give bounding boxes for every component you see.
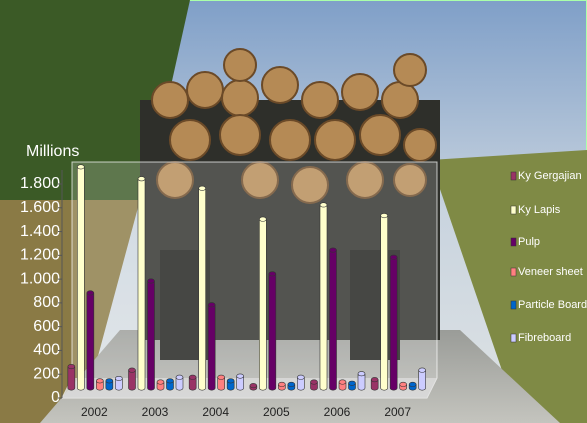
bar: [198, 185, 206, 391]
legend-label: Veneer sheet: [518, 266, 583, 278]
y-tick-label: 1.600: [20, 199, 60, 216]
y-tick-label: 1.200: [20, 247, 60, 264]
x-tick-label: 2003: [142, 405, 169, 419]
y-tick-label: 400: [33, 342, 60, 359]
bar: [268, 271, 277, 391]
bar: [357, 371, 366, 391]
legend-label: Pulp: [518, 236, 540, 248]
legend-swatch: [510, 205, 517, 215]
bar: [278, 381, 286, 391]
bar: [418, 367, 426, 391]
legend-swatch: [510, 333, 517, 343]
bar: [128, 367, 136, 391]
legend-swatch: [510, 237, 517, 247]
bar: [115, 375, 123, 391]
bar: [188, 374, 197, 391]
bar: [86, 290, 95, 391]
bar: [370, 377, 379, 391]
x-tick-label: 2005: [263, 405, 290, 419]
x-tick-label: 2002: [81, 405, 108, 419]
bar: [297, 374, 305, 391]
bar: [310, 379, 318, 391]
bar: [348, 380, 356, 391]
y-tick-label: 800: [33, 294, 60, 311]
legend-swatch: [510, 300, 517, 310]
bar: [259, 216, 267, 391]
bar: [156, 379, 165, 391]
bar: [226, 378, 235, 391]
bar: [236, 373, 244, 391]
x-tick-label: 2004: [202, 405, 229, 419]
bar: [207, 302, 216, 391]
y-tick-label: 600: [33, 318, 60, 335]
bar: [175, 374, 184, 391]
legend-swatch: [510, 267, 517, 277]
bar: [287, 381, 296, 391]
bar: [380, 213, 388, 391]
legend-swatch: [510, 171, 517, 181]
legend-label: Particle Board: [518, 299, 587, 311]
bar: [147, 278, 155, 391]
bar: [399, 381, 407, 391]
x-tick-label: 2006: [324, 405, 351, 419]
bar: [319, 202, 328, 391]
bar: [96, 378, 104, 391]
bar: [249, 383, 258, 391]
legend-label: Ky Lapis: [518, 204, 561, 216]
y-tick-label: 1.000: [20, 270, 60, 287]
bar: [166, 378, 174, 391]
bar: [329, 247, 337, 391]
y-tick-label: 1.400: [20, 223, 60, 240]
legend-label: Ky Gergajian: [518, 170, 582, 182]
y-tick-label: 200: [33, 365, 60, 382]
bar: [67, 364, 76, 391]
y-tick-label: 1.800: [20, 175, 60, 192]
bar: [389, 254, 398, 391]
x-tick-label: 2007: [384, 405, 411, 419]
bar: [137, 176, 146, 391]
bar: [217, 374, 225, 391]
bar: [408, 381, 417, 391]
bar: [338, 379, 347, 391]
y-tick-label: 0: [51, 389, 60, 406]
bar: [77, 164, 85, 391]
legend-label: Fibreboard: [518, 332, 571, 344]
bar: [105, 378, 114, 391]
y-axis-label: Millions: [26, 143, 79, 160]
